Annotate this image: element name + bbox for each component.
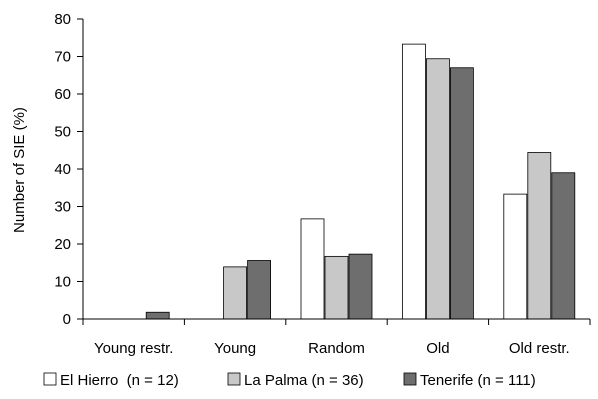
- y-tick-label: 80: [54, 11, 71, 28]
- y-axis-ticks: 0 10 20 30 40 50 60 70 80: [54, 11, 83, 328]
- y-axis-title: Number of SIE (%): [11, 107, 28, 233]
- legend-label: La Palma (n = 36): [244, 372, 364, 389]
- bar: [223, 266, 248, 320]
- x-tick-label: Young restr.: [94, 340, 174, 357]
- bar: [551, 172, 576, 320]
- legend-label: Tenerife (n = 111): [420, 372, 536, 389]
- bar: [527, 152, 552, 320]
- x-tick-label: Old: [426, 340, 449, 357]
- bar: [300, 218, 325, 320]
- y-tick-label: 60: [54, 86, 71, 103]
- y-tick-label: 20: [54, 236, 71, 253]
- bars: [145, 43, 576, 320]
- x-tick-label: Old restr.: [509, 340, 570, 357]
- bar: [425, 58, 450, 320]
- x-tick-label: Random: [308, 340, 365, 357]
- y-tick-label: 70: [54, 49, 71, 66]
- bar: [449, 67, 474, 320]
- y-tick-label: 50: [54, 124, 71, 141]
- bar: [145, 311, 170, 320]
- bar: [324, 255, 349, 320]
- bar: [247, 260, 272, 320]
- legend-label: El Hierro (n = 12): [60, 372, 179, 389]
- y-tick-label: 10: [54, 274, 71, 291]
- x-axis-ticks: Young restr. Young Random Old Old restr.: [82, 319, 591, 357]
- bar: [348, 253, 373, 320]
- legend: El Hierro (n = 12) La Palma (n = 36) Tener…: [43, 372, 536, 389]
- bar: [503, 193, 528, 320]
- y-tick-label: 40: [54, 161, 71, 178]
- y-tick-label: 30: [54, 199, 71, 216]
- x-tick-label: Young: [214, 340, 256, 357]
- legend-swatch: [43, 372, 57, 386]
- y-tick-label: 0: [63, 311, 71, 328]
- legend-swatch: [227, 372, 241, 386]
- legend-swatch: [403, 372, 417, 386]
- bar: [401, 43, 426, 320]
